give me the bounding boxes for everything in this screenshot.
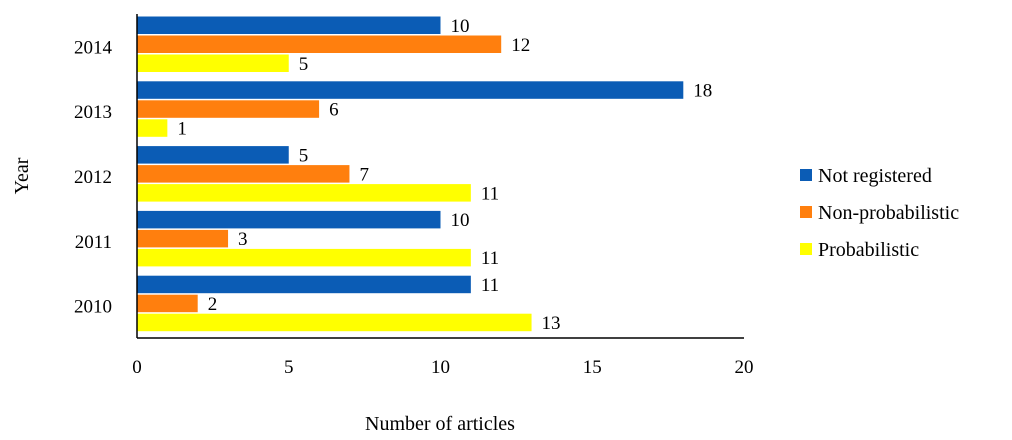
y-tick-label: 2012: [74, 167, 112, 188]
x-tick-label: 5: [284, 357, 294, 378]
data-label: 7: [359, 164, 369, 185]
legend-label: Probabilistic: [818, 239, 919, 261]
bar-2012-non-probabilistic: [137, 165, 350, 183]
bar-2010-non-probabilistic: [137, 294, 198, 313]
bar-2012-not-registered: [137, 146, 289, 164]
legend-label: Not registered: [818, 165, 932, 187]
data-label: 6: [329, 100, 339, 121]
data-label: 11: [481, 248, 499, 269]
bar-2013-probabilistic: [137, 119, 168, 137]
data-label: 18: [693, 81, 712, 102]
x-tick-label: 10: [431, 357, 450, 378]
y-tick-label: 2011: [75, 232, 112, 253]
bar-2013-non-probabilistic: [137, 100, 320, 118]
data-label: 1: [177, 119, 187, 140]
legend-swatch: [800, 206, 812, 218]
bar-2011-probabilistic: [137, 248, 471, 267]
x-tick-label: 15: [583, 357, 602, 378]
data-label: 11: [481, 183, 499, 204]
data-label: 11: [481, 275, 499, 296]
x-axis-title: Number of articles: [365, 413, 515, 435]
bars-layer: [137, 16, 684, 332]
data-labels-layer: 10 12 5 18 6 1 5 7 11 10 3 11 11 2 13: [177, 16, 712, 334]
data-label: 12: [511, 35, 530, 56]
bar-2011-non-probabilistic: [137, 229, 229, 248]
data-label: 2: [208, 294, 218, 315]
data-label: 5: [299, 145, 309, 166]
bar-2014-probabilistic: [137, 54, 289, 72]
x-tick-labels: 0 5 10 15 20: [132, 357, 753, 378]
bar-2011-not-registered: [137, 210, 441, 229]
bar-2010-probabilistic: [137, 313, 532, 332]
bar-2014-non-probabilistic: [137, 35, 502, 53]
x-tick-label: 20: [735, 357, 754, 378]
bar-2010-not-registered: [137, 275, 471, 294]
legend-swatch: [800, 243, 812, 255]
y-tick-labels: 2014 2013 2012 2011 2010: [74, 37, 113, 317]
y-tick-label: 2014: [74, 37, 113, 58]
y-axis-title: Year: [11, 157, 33, 194]
y-tick-label: 2010: [74, 297, 112, 318]
bar-2014-not-registered: [137, 16, 441, 34]
bar-2012-probabilistic: [137, 184, 471, 202]
data-label: 13: [542, 313, 561, 334]
x-tick-label: 0: [132, 357, 142, 378]
legend-swatch: [800, 169, 812, 181]
y-tick-label: 2013: [74, 102, 112, 123]
bar-2013-not-registered: [137, 81, 684, 99]
data-label: 3: [238, 229, 248, 250]
data-label: 10: [451, 16, 470, 37]
legend-label: Non-probabilistic: [818, 202, 959, 224]
legend: Not registered Non-probabilistic Probabili…: [800, 165, 959, 261]
data-label: 10: [451, 210, 470, 231]
data-label: 5: [299, 54, 309, 75]
